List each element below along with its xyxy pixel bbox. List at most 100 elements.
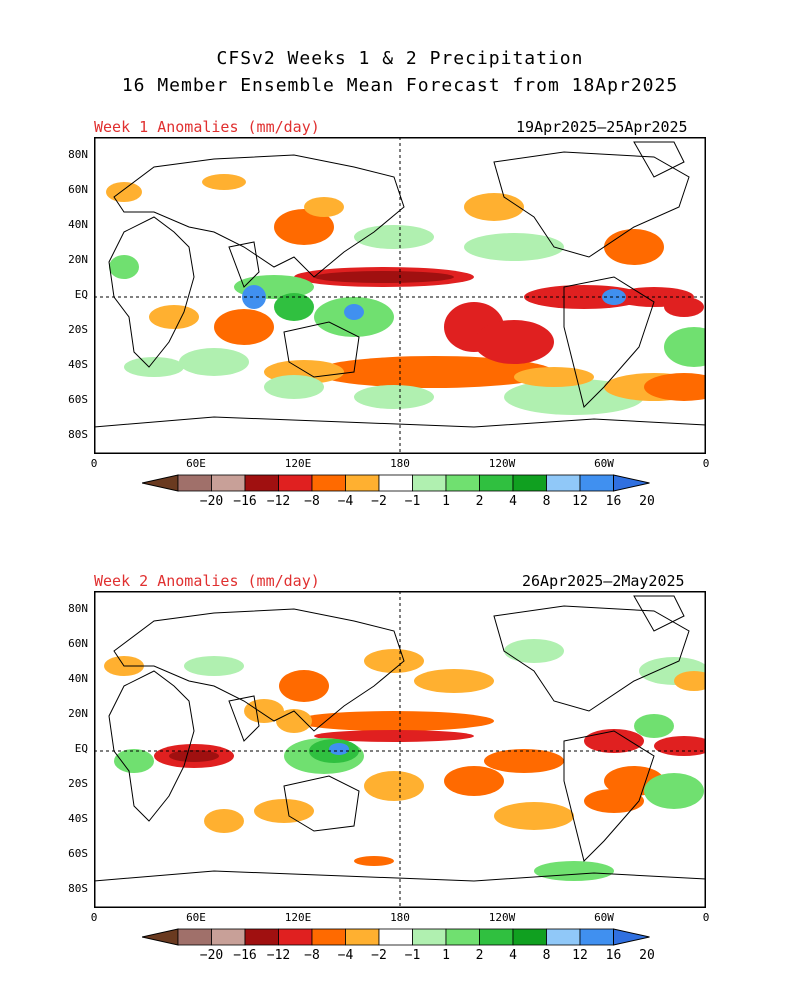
coastline	[563, 276, 655, 408]
week1-map	[94, 137, 706, 454]
colorbar-swatch	[479, 928, 514, 946]
anomaly-region	[344, 304, 364, 320]
map-frame	[94, 591, 706, 908]
lat-tick-label: 40N	[68, 218, 88, 231]
coastline	[493, 151, 690, 258]
title-line-1: CFSv2 Weeks 1 & 2 Precipitation	[216, 48, 584, 69]
anomaly-region	[242, 285, 266, 309]
lat-tick-label: 20N	[68, 253, 88, 266]
week1-label: Week 1 Anomalies (mm/day)	[94, 118, 320, 136]
colorbar-tick-label: −20	[199, 494, 224, 509]
anomaly-region	[414, 669, 494, 693]
anomaly-region	[464, 233, 564, 261]
coastline	[113, 154, 405, 278]
coastline	[563, 730, 655, 862]
colorbar-tick-label: −1	[404, 494, 421, 509]
colorbar-tick-label: −20	[199, 948, 224, 963]
colorbar-tick-label: 1	[442, 948, 450, 963]
colorbar-swatch	[445, 928, 480, 946]
colorbar-tick-label: 1	[442, 494, 450, 509]
lat-tick-label: 80S	[68, 428, 88, 441]
colorbar-swatch	[378, 928, 413, 946]
lon-tick-label: 60W	[594, 911, 614, 924]
lat-tick-label: 40S	[68, 812, 88, 825]
colorbar-swatch	[311, 928, 346, 946]
colorbar-swatch	[579, 928, 614, 946]
lat-tick-label: 80N	[68, 602, 88, 615]
colorbar-swatches	[142, 928, 650, 946]
colorbar-tick-label: 12	[572, 948, 588, 963]
coastline	[283, 775, 360, 832]
colorbar-tick-label: 20	[639, 494, 655, 509]
lon-tick-label: 0	[90, 911, 98, 924]
colorbar-swatch	[412, 928, 447, 946]
lon-tick-label: 0	[702, 911, 710, 924]
map-frame	[94, 137, 706, 454]
anomaly-region	[314, 271, 454, 283]
anomaly-region	[294, 711, 494, 731]
anomaly-region	[106, 182, 142, 202]
lat-tick-label: 80N	[68, 148, 88, 161]
colorbar-low-arrow	[142, 928, 179, 946]
anomaly-region	[264, 375, 324, 399]
colorbar-swatch	[211, 928, 246, 946]
colorbar-swatch	[512, 474, 547, 492]
lon-tick-label: 120W	[488, 911, 516, 924]
colorbar-low-arrow	[142, 474, 179, 492]
anomaly-region	[354, 385, 434, 409]
title-line-2: 16 Member Ensemble Mean Forecast from 18…	[121, 75, 679, 96]
anomaly-region	[254, 799, 314, 823]
anomaly-region	[364, 649, 424, 673]
anomaly-region	[354, 225, 434, 249]
lat-tick-label: 20S	[68, 323, 88, 336]
colorbar-high-arrow	[613, 928, 650, 946]
anomaly-region	[364, 771, 424, 801]
colorbar-swatch	[546, 474, 581, 492]
anomaly-region	[204, 809, 244, 833]
anomaly-region	[444, 766, 504, 796]
colorbar-tick-label: 4	[509, 948, 517, 963]
lat-tick-label: 40N	[68, 672, 88, 685]
lat-tick-label: 60S	[68, 847, 88, 860]
anomaly-region	[109, 255, 139, 279]
colorbar-swatch	[278, 928, 313, 946]
lat-tick-label: EQ	[74, 742, 88, 755]
colorbar-tick-label: 16	[605, 948, 622, 963]
colorbar-tick-label: 2	[475, 494, 484, 509]
anomaly-region	[214, 309, 274, 345]
colorbar-swatch	[546, 928, 581, 946]
anomaly-region	[664, 327, 706, 367]
lat-tick-label: 60S	[68, 393, 88, 406]
coastline	[493, 605, 690, 712]
anomaly-region	[634, 714, 674, 738]
lat-tick-label: 40S	[68, 358, 88, 371]
coastline	[94, 416, 706, 454]
lon-tick-label: 180	[390, 911, 410, 924]
colorbar-high-arrow	[613, 474, 650, 492]
lat-tick-label: 20S	[68, 777, 88, 790]
colorbar-tick-label: −16	[233, 494, 257, 509]
coastline	[228, 695, 260, 742]
colorbar-tick-label: −2	[371, 948, 387, 963]
colorbar-tick-label: −12	[266, 494, 291, 509]
week2-map	[94, 591, 706, 908]
anomaly-region	[114, 749, 154, 773]
lon-tick-label: 120W	[488, 457, 516, 470]
lon-tick-label: 60W	[594, 457, 614, 470]
colorbar-swatch	[211, 474, 246, 492]
colorbar-tick-label: −12	[266, 948, 291, 963]
colorbar-tick-label: −1	[404, 948, 421, 963]
colorbar-tick-label: −4	[337, 494, 354, 509]
colorbar-swatches	[142, 474, 650, 492]
colorbar-swatch	[311, 474, 346, 492]
anomaly-region	[674, 671, 706, 691]
anomaly-region	[534, 861, 614, 881]
anomaly-region	[494, 802, 574, 830]
anomaly-region	[354, 856, 394, 866]
anomaly-region	[304, 197, 344, 217]
lon-tick-label: 60E	[186, 457, 206, 470]
colorbar-tick-label: 16	[605, 494, 622, 509]
colorbar-swatch	[244, 474, 279, 492]
anomaly-region	[664, 297, 704, 317]
coastline	[228, 241, 260, 288]
